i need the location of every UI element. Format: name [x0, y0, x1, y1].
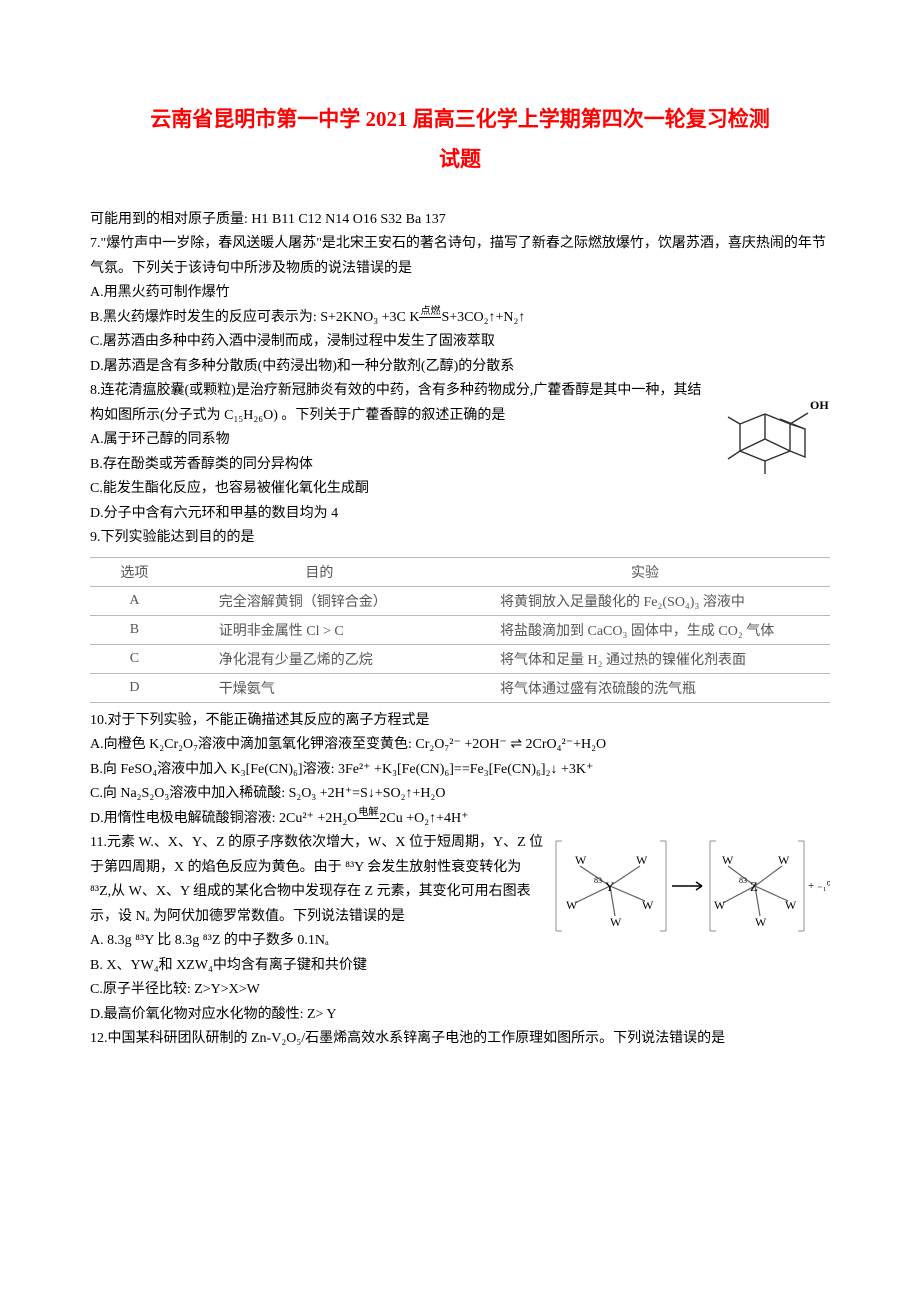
q7-stem: 7."爆竹声中一岁除，春风送暖人屠苏"是北宋王安石的著名诗句，描写了新春之际燃放… [90, 232, 830, 281]
title-line-2: 试题 [439, 147, 481, 171]
q10-option-b: B.向 FeSO₄溶液中加入 K₃[Fe(CN)₆]溶液: 3Fe²⁺ +K₃[… [90, 758, 830, 783]
q10-option-d: D.用惰性电极电解硫酸铜溶液: 2Cu²⁺ +2H₂O电解 2Cu +O₂↑+4… [90, 807, 830, 832]
molecule-structure-icon: OH [710, 379, 830, 499]
svg-text:Z: Z [750, 879, 758, 894]
table-row: D 干燥氨气 将气体通过盛有浓硫酸的洗气瓶 [90, 673, 830, 702]
exam-page: 云南省昆明市第一中学 2021 届高三化学上学期第四次一轮复习检测 试题 可能用… [0, 0, 920, 1112]
q9-r0c2: 将黄铜放入足量酸化的 Fe₂(SO₄)₃ 溶液中 [460, 586, 830, 615]
table-row: C 净化混有少量乙烯的乙烷 将气体和足量 H₂ 通过热的镍催化剂表面 [90, 644, 830, 673]
q9-r1c1: 证明非金属性 Cl > C [179, 615, 460, 644]
q7-option-d: D.屠苏酒是含有多种分散质(中药浸出物)和一种分散剂(乙醇)的分散系 [90, 355, 830, 380]
q9-r3c0: D [90, 673, 179, 702]
q10-stem: 10.对于下列实验，不能正确描述其反应的离子方程式是 [90, 709, 830, 734]
svg-text:W: W [722, 853, 734, 867]
q10-option-a: A.向橙色 K₂Cr₂O₇溶液中滴加氢氧化钾溶液至变黄色: Cr₂O₇²⁻ +2… [90, 733, 830, 758]
decay-diagram-icon: Y 83 W W W W W [550, 831, 830, 941]
svg-text:Y: Y [605, 879, 615, 894]
q9-h1: 目的 [179, 557, 460, 586]
q9-stem: 9.下列实验能达到目的的是 [90, 526, 830, 551]
q9-r3c2: 将气体通过盛有浓硫酸的洗气瓶 [460, 673, 830, 702]
q9-r3c1: 干燥氨气 [179, 673, 460, 702]
q11-option-d: D.最高价氧化物对应水化物的酸性: Z> Y [90, 1003, 830, 1028]
svg-text:83: 83 [739, 876, 747, 885]
mol-oh-label: OH [810, 398, 829, 412]
q11-option-b: B. X、YW₄和 XZW₄中均含有离子键和共价键 [90, 954, 830, 979]
table-header-row: 选项 目的 实验 [90, 557, 830, 586]
svg-text:W: W [610, 915, 622, 929]
svg-text:W: W [778, 853, 790, 867]
svg-text:83: 83 [594, 876, 602, 885]
svg-text:W: W [636, 853, 648, 867]
q12-stem: 12.中国某科研团队研制的 Zn-V₂O₅/石墨烯高效水系锌离子电池的工作原理如… [90, 1027, 830, 1052]
reaction-condition-icon: 点燃 [419, 307, 441, 328]
svg-text:W: W [785, 898, 797, 912]
intro-molar-mass: 可能用到的相对原子质量: H1 B11 C12 N14 O16 S32 Ba 1… [90, 208, 830, 233]
q9-r1c2: 将盐酸滴加到 CaCO₃ 固体中，生成 CO₂ 气体 [460, 615, 830, 644]
q9-r0c1: 完全溶解黄铜（铜锌合金） [179, 586, 460, 615]
q11-option-c: C.原子半径比较: Z>Y>X>W [90, 978, 830, 1003]
q7-option-c: C.屠苏酒由多种中药入酒中浸制而成，浸制过程中发生了固液萃取 [90, 330, 830, 355]
page-title: 云南省昆明市第一中学 2021 届高三化学上学期第四次一轮复习检测 试题 [90, 100, 830, 180]
table-row: B 证明非金属性 Cl > C 将盐酸滴加到 CaCO₃ 固体中，生成 CO₂ … [90, 615, 830, 644]
q8-option-d: D.分子中含有六元环和甲基的数目均为 4 [90, 502, 830, 527]
table-row: A 完全溶解黄铜（铜锌合金） 将黄铜放入足量酸化的 Fe₂(SO₄)₃ 溶液中 [90, 586, 830, 615]
q7-b-pre: B.黑火药爆炸时发生的反应可表示为: S+2KNO₃ +3C K [90, 310, 419, 325]
svg-text:W: W [642, 898, 654, 912]
reaction-condition-icon: 电解 [357, 808, 379, 829]
title-line-1: 云南省昆明市第一中学 2021 届高三化学上学期第四次一轮复习检测 [150, 107, 770, 131]
q9-h2: 实验 [460, 557, 830, 586]
q8-block: OH 8.连花清瘟胶囊(或颗粒)是治疗新冠肺炎有效的中药，含有多种药物成分,广藿… [90, 379, 830, 526]
q9-r2c0: C [90, 644, 179, 673]
svg-text:W: W [566, 898, 578, 912]
q9-h0: 选项 [90, 557, 179, 586]
q10-d-pre: D.用惰性电极电解硫酸铜溶液: 2Cu²⁺ +2H₂O [90, 811, 357, 826]
svg-text:W: W [755, 915, 767, 929]
q9-r2c2: 将气体和足量 H₂ 通过热的镍催化剂表面 [460, 644, 830, 673]
svg-text:W: W [575, 853, 587, 867]
q10-option-c: C.向 Na₂S₂O₃溶液中加入稀硫酸: S₂O₃ +2H⁺=S↓+SO₂↑+H… [90, 782, 830, 807]
q7-option-b: B.黑火药爆炸时发生的反应可表示为: S+2KNO₃ +3C K点燃 S+3CO… [90, 306, 830, 331]
q9-r2c1: 净化混有少量乙烯的乙烷 [179, 644, 460, 673]
q11-block: Y 83 W W W W W [90, 831, 830, 1027]
q9-r0c0: A [90, 586, 179, 615]
q9-table: 选项 目的 实验 A 完全溶解黄铜（铜锌合金） 将黄铜放入足量酸化的 Fe₂(S… [90, 557, 830, 703]
q7-b-post: S+3CO₂↑+N₂↑ [441, 310, 525, 325]
svg-text:+ ₋₁⁰e⁻: + ₋₁⁰e⁻ [808, 880, 830, 892]
q10-d-post: 2Cu +O₂↑+4H⁺ [379, 811, 468, 826]
svg-text:W: W [714, 898, 726, 912]
q9-r1c0: B [90, 615, 179, 644]
q7-option-a: A.用黑火药可制作爆竹 [90, 281, 830, 306]
